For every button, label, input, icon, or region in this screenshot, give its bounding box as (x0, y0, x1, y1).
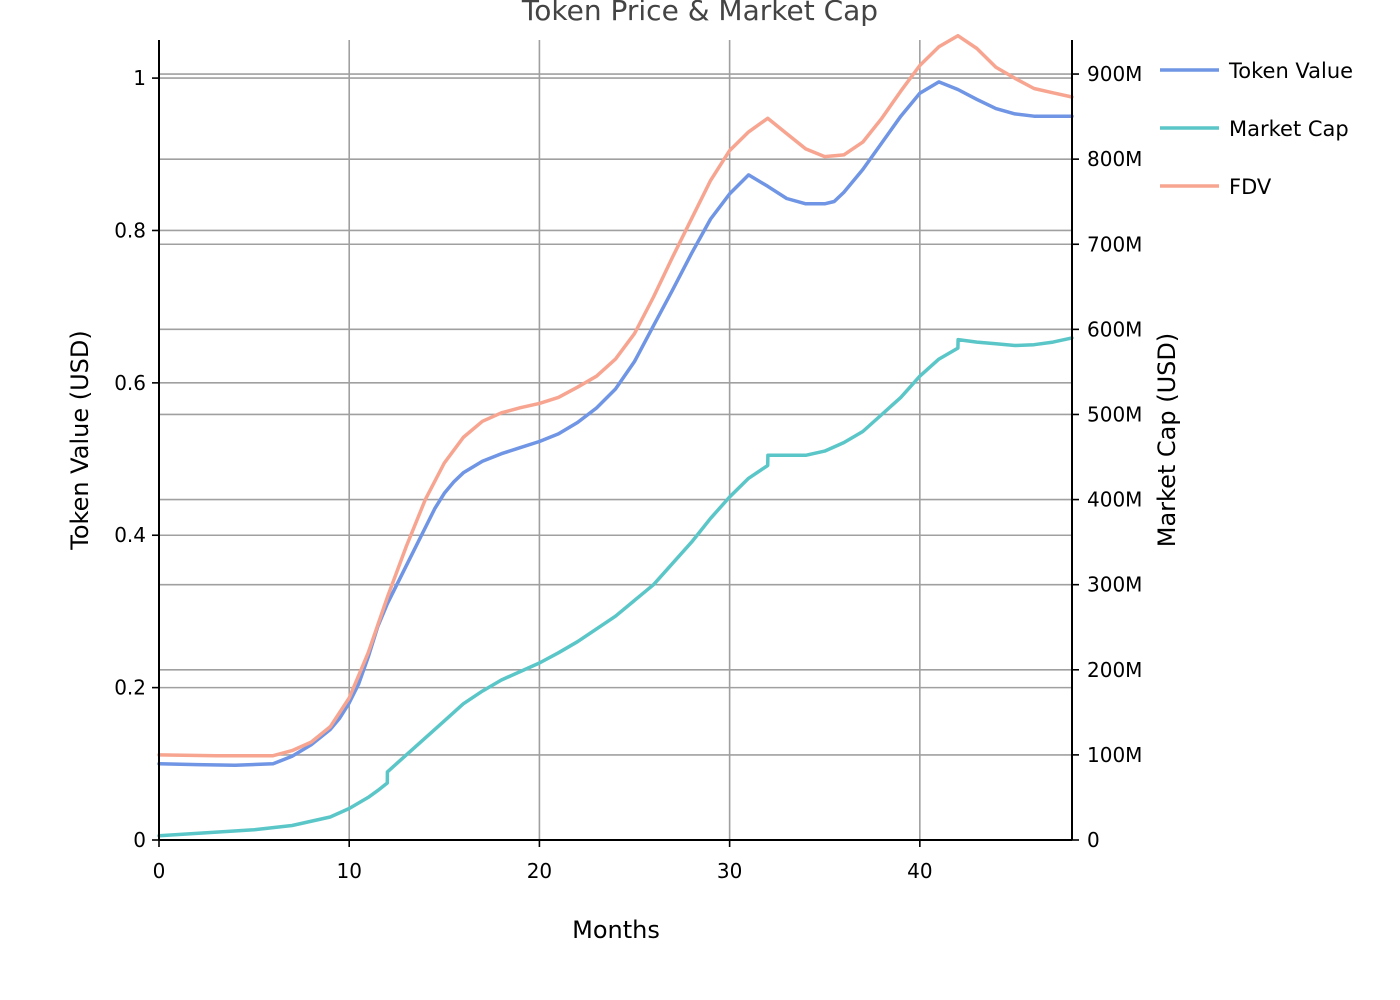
x-tick-label: 10 (336, 859, 361, 883)
y-left-tick-label: 0.6 (114, 371, 146, 395)
legend-label: Token Value (1228, 59, 1353, 83)
y-right-tick-label: 300M (1087, 573, 1142, 597)
x-tick-label: 20 (527, 859, 552, 883)
y-right-tick-label: 500M (1087, 402, 1142, 426)
x-tick-label: 0 (153, 859, 166, 883)
chart-title: Token Price & Market Cap (521, 0, 878, 27)
axes (152, 40, 1079, 847)
y-left-tick-label: 1 (133, 66, 146, 90)
y-right-tick-label: 800M (1087, 147, 1142, 171)
series-line-fdv (157, 33, 1074, 758)
series-lines (157, 33, 1074, 838)
legend-label: FDV (1229, 175, 1272, 199)
y-right-tick-label: 400M (1087, 488, 1142, 512)
y-right-tick-label: 100M (1087, 743, 1142, 767)
y-axis-right-label: Market Cap (USD) (1153, 333, 1181, 547)
y-axis-left-label: Token Value (USD) (66, 330, 94, 550)
series-line-market-cap (157, 336, 1074, 838)
y-left-tick-label: 0 (133, 828, 146, 852)
y-right-tick-label: 700M (1087, 232, 1142, 256)
y-left-tick-label: 0.8 (114, 218, 146, 242)
x-tick-label: 30 (717, 859, 742, 883)
y-right-tick-label: 600M (1087, 317, 1142, 341)
series-line-token-value (157, 80, 1074, 768)
y-right-tick-label: 900M (1087, 62, 1142, 86)
y-right-tick-label: 0 (1087, 828, 1100, 852)
y-right-tick-label: 200M (1087, 658, 1142, 682)
tick-labels: 0 10 20 30 4000.20.40.60.810100M200M300M400M… (114, 62, 1142, 883)
x-axis-label: Months (572, 916, 660, 944)
legend-label: Market Cap (1229, 117, 1349, 141)
y-left-tick-label: 0.4 (114, 523, 146, 547)
grid (158, 40, 1072, 840)
y-left-tick-label: 0.2 (114, 676, 146, 700)
legend: Token Value Market Cap FDV (1160, 59, 1353, 199)
x-tick-label: 40 (907, 859, 932, 883)
